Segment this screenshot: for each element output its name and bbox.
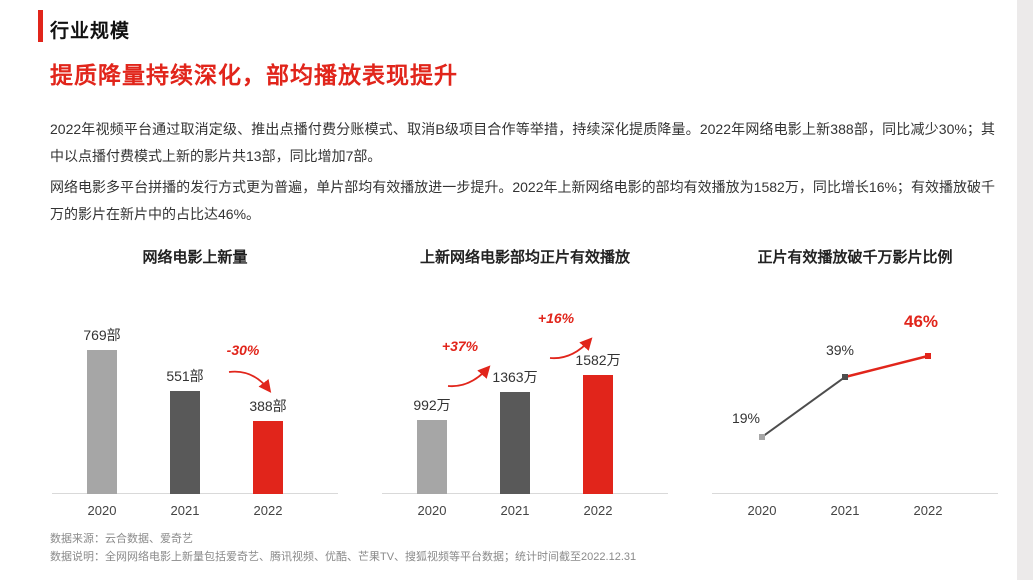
x-tick-label: 2022 bbox=[253, 503, 283, 518]
chart-avg-effective-plays: 上新网络电影部均正片有效播放 992万 2020 1363万 2021 1582万 202… bbox=[370, 248, 680, 520]
bar-2020 bbox=[417, 420, 447, 494]
x-tick-label: 2022 bbox=[583, 503, 613, 518]
x-tick-label: 2022 bbox=[913, 503, 943, 518]
x-tick-label: 2020 bbox=[747, 503, 777, 518]
curved-arrow-icon bbox=[225, 366, 273, 396]
chart-over-10m-share: 正片有效播放破千万影片比例 19% 39% 46% 2020 2021 2022 bbox=[700, 248, 1010, 520]
page-title: 提质降量持续深化，部均播放表现提升 bbox=[50, 62, 458, 88]
data-point-marker bbox=[925, 353, 931, 359]
data-point-marker bbox=[842, 374, 848, 380]
bar-value-label: 1363万 bbox=[492, 369, 538, 385]
body-paragraph-2: 网络电影多平台拼播的发行方式更为普遍，单片部均有效播放进一步提升。2022年上新… bbox=[50, 179, 995, 222]
x-tick-label: 2021 bbox=[500, 503, 530, 518]
bar-value-label: 551部 bbox=[166, 368, 204, 384]
chart-title: 上新网络电影部均正片有效播放 bbox=[419, 249, 630, 266]
growth-annotation: +37% bbox=[441, 338, 479, 354]
bar-2020 bbox=[87, 350, 117, 494]
title-accent-bar bbox=[38, 10, 43, 42]
x-axis-line bbox=[712, 493, 998, 494]
section-kicker: 行业规模 bbox=[50, 21, 131, 42]
page-edge-strip bbox=[1017, 0, 1033, 580]
point-label: 19% bbox=[731, 410, 761, 426]
bar-2022 bbox=[583, 375, 613, 494]
point-label: 39% bbox=[825, 342, 855, 358]
trend-line bbox=[759, 353, 931, 440]
bar-value-label: 769部 bbox=[83, 327, 121, 343]
x-tick-label: 2021 bbox=[830, 503, 860, 518]
bar-2021 bbox=[500, 392, 530, 494]
bar-value-label: 992万 bbox=[413, 397, 451, 413]
bar-chart-plot: 992万 2020 1363万 2021 1582万 2022 +37% +16% bbox=[370, 276, 680, 520]
bar-2022 bbox=[253, 421, 283, 494]
data-description-note: 数据说明：全网网络电影上新量包括爱奇艺、腾讯视频、优酷、芒果TV、搜狐视频等平台… bbox=[50, 551, 637, 563]
body-paragraph-1: 2022年视频平台通过取消定级、推出点播付费分账模式、取消B级项目合作等举措，持… bbox=[50, 121, 995, 164]
chart-title: 正片有效播放破千万影片比例 bbox=[757, 249, 953, 266]
x-tick-label: 2020 bbox=[417, 503, 447, 518]
curved-arrow-icon bbox=[546, 334, 594, 364]
growth-annotation: -30% bbox=[226, 342, 260, 358]
chart-new-releases-count: 网络电影上新量 769部 2020 551部 2021 388部 2022 -30% bbox=[40, 248, 350, 520]
bar-value-label: 388部 bbox=[249, 398, 287, 414]
line-chart-plot: 19% 39% 46% 2020 2021 2022 bbox=[700, 276, 1010, 520]
data-point-marker bbox=[759, 434, 765, 440]
bar-2021 bbox=[170, 391, 200, 494]
growth-annotation: +16% bbox=[537, 310, 575, 326]
curved-arrow-icon bbox=[444, 362, 492, 392]
data-source-note: 数据来源：云合数据、爱奇艺 bbox=[50, 533, 193, 545]
point-label: 46% bbox=[903, 312, 939, 331]
x-tick-label: 2020 bbox=[87, 503, 117, 518]
bar-value-label: 1582万 bbox=[575, 352, 621, 368]
charts-row: 网络电影上新量 769部 2020 551部 2021 388部 2022 -30% 上新网… bbox=[40, 248, 1010, 520]
x-tick-label: 2021 bbox=[170, 503, 200, 518]
chart-title: 网络电影上新量 bbox=[142, 249, 248, 266]
bar-chart-plot: 769部 2020 551部 2021 388部 2022 -30% bbox=[40, 276, 350, 520]
